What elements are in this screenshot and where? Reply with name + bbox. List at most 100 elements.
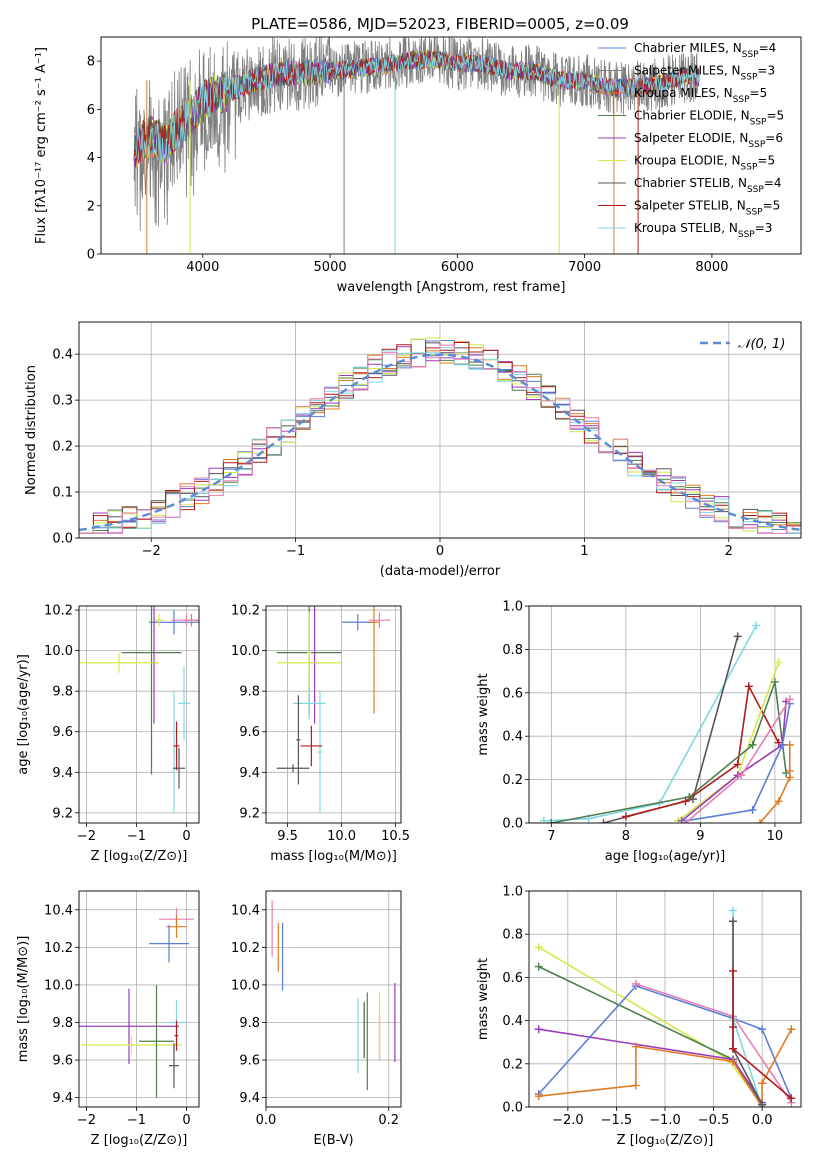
- plus-marker: [631, 1042, 640, 1051]
- spectrum-line: [133, 50, 700, 162]
- plus-marker: [733, 632, 742, 641]
- x-tick-label: −1.0: [649, 1113, 681, 1128]
- y-tick-label: 0.0: [502, 1101, 523, 1116]
- legend-text: Salpeter MILES, N: [634, 64, 741, 78]
- y-tick-label: 9.2: [52, 806, 73, 821]
- y-tick-label: 9.6: [52, 725, 73, 740]
- x-tick-label: −1.5: [601, 1113, 633, 1128]
- x-tick-label: −1: [127, 829, 146, 844]
- axes-frame: [78, 605, 200, 824]
- y-tick-label: 0.4: [502, 730, 523, 745]
- mass-weight-line: [681, 701, 787, 822]
- normal-curve: [79, 353, 801, 532]
- legend-entry: Chabrier STELIB, NSSP=4: [634, 176, 782, 195]
- plus-marker: [774, 658, 783, 667]
- x-tick-label: 0.0: [256, 1113, 277, 1128]
- plot-area: [276, 606, 391, 813]
- x-tick-label: −0.5: [698, 1113, 730, 1128]
- x-axis-label: wavelength [Angstrom, rest frame]: [337, 280, 566, 295]
- x-tick-label: 7000: [568, 260, 601, 275]
- x-tick-label: 0.2: [378, 1113, 399, 1128]
- y-axis-label: mass weight: [476, 958, 491, 1040]
- mass-weight-vs-age-panel: 7 8 9 10 0.0 0.2 0.4 0.6 0.8 1.0 age [log₁₀(age/yr…: [476, 600, 802, 864]
- plot-area: [133, 37, 700, 254]
- y-tick-label: 10.2: [231, 941, 260, 956]
- plus-marker: [756, 819, 765, 823]
- y-tick-label: 10.2: [231, 604, 260, 619]
- legend-entry: 𝒩(0, 1): [738, 337, 785, 352]
- x-axis-label: mass [log₁₀(M/M⊙)]: [270, 849, 397, 864]
- legend-text: =6: [765, 131, 783, 145]
- x-tick-label: −2: [77, 829, 96, 844]
- y-tick-label: 0.2: [502, 773, 523, 788]
- axes-frame: [528, 890, 802, 1108]
- plot-area: [534, 906, 796, 1107]
- y-tick-label: 1.0: [502, 885, 523, 900]
- legend-subscript: SSP: [741, 73, 758, 83]
- residual-distribution-panel: −2 −1 0 1 2 0.0 0.1 0.2 0.3 0.4 (data-model)/error…: [24, 321, 802, 579]
- plus-marker: [534, 943, 543, 952]
- figure-title: PLATE=0586, MJD=52023, FIBERID=0005, z=0…: [251, 15, 629, 33]
- y-tick-label: 0.8: [502, 643, 523, 658]
- y-tick-label: 9.8: [52, 685, 73, 700]
- legend-entry: Chabrier MILES, NSSP=4: [634, 41, 776, 60]
- plot-area: [79, 337, 801, 534]
- y-tick-label: 10.0: [231, 644, 260, 659]
- legend-text: =4: [764, 176, 782, 190]
- legend-text: Kroupa STELIB, N: [634, 221, 738, 235]
- y-tick-label: 9.8: [239, 1016, 260, 1031]
- plus-marker: [778, 740, 787, 749]
- y-axis-label: mass [log₁₀(M/M⊙)]: [16, 936, 31, 1063]
- spectrum-line: [133, 50, 700, 168]
- residual-histogram: [79, 344, 801, 534]
- plus-marker: [737, 771, 746, 780]
- y-tick-label: 0.8: [502, 928, 523, 943]
- x-tick-label: 2: [725, 544, 733, 559]
- y-tick-label: 8: [87, 55, 95, 70]
- x-tick-label: 0: [182, 1113, 190, 1128]
- legend-text: Salpeter ELODIE, N: [634, 131, 748, 145]
- plus-marker: [631, 979, 640, 988]
- residual-histogram: [79, 346, 801, 534]
- y-tick-label: 9.4: [52, 766, 73, 781]
- plus-marker: [685, 792, 694, 801]
- mass-vs-reddening-panel: 0.0 0.2 9.4 9.6 9.8 10.0 10.2 10.4 E(B-V): [231, 890, 402, 1148]
- legend-subscript: SSP: [748, 140, 765, 150]
- y-tick-label: 10.0: [44, 644, 73, 659]
- plus-marker: [729, 1057, 737, 1066]
- legend-entry: Chabrier ELODIE, NSSP=5: [634, 109, 784, 128]
- mass-weight-line: [538, 965, 763, 1106]
- legend-subscript: SSP: [750, 118, 767, 128]
- x-axis-label: Z [log₁₀(Z/Z⊙)]: [617, 1133, 714, 1148]
- y-tick-label: 0: [87, 248, 95, 263]
- x-tick-label: 1: [580, 544, 588, 559]
- axes-frame: [100, 36, 802, 255]
- y-tick-label: 1.0: [502, 600, 523, 615]
- y-tick-label: 10.4: [44, 903, 73, 918]
- x-tick-label: 5000: [314, 260, 347, 275]
- plus-marker: [758, 1079, 767, 1088]
- legend-text: =5: [750, 86, 768, 100]
- x-tick-label: −2.0: [552, 1113, 584, 1128]
- y-tick-label: 2: [87, 199, 95, 214]
- plus-marker: [787, 1094, 796, 1103]
- legend-subscript: SSP: [742, 50, 759, 60]
- plus-marker: [752, 621, 761, 630]
- x-tick-label: 0: [182, 829, 190, 844]
- legend-text: Chabrier MILES, N: [634, 41, 742, 55]
- x-tick-label: −1: [286, 544, 305, 559]
- axes-frame: [265, 605, 402, 824]
- y-axis-label: Normed distribution: [24, 365, 39, 495]
- plot-area: [79, 907, 194, 1098]
- y-tick-label: 0.4: [502, 1014, 523, 1029]
- plus-marker: [534, 962, 543, 971]
- x-tick-label: 8: [622, 829, 630, 844]
- y-tick-label: 9.8: [52, 1016, 73, 1031]
- mass-weight-line: [538, 946, 763, 1106]
- plus-marker: [729, 906, 737, 915]
- legend-entry: Kroupa ELODIE, NSSP=5: [634, 154, 775, 173]
- x-axis-label: (data-model)/error: [380, 564, 501, 579]
- legend-text: =3: [757, 64, 775, 78]
- x-tick-label: 10.5: [381, 829, 410, 844]
